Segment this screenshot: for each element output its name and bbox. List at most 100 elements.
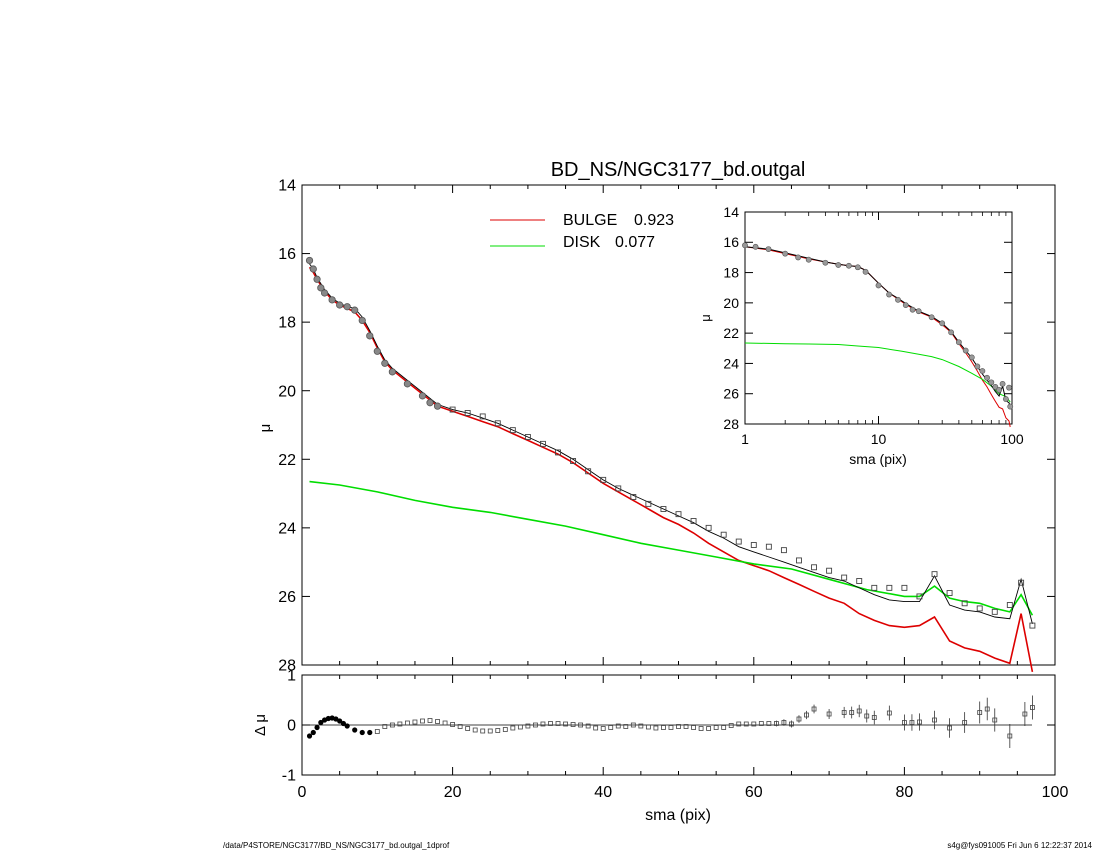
residual-point (600, 726, 606, 731)
main-data-point (388, 368, 396, 376)
inset-y-tick-label: 16 (723, 234, 739, 250)
main-data-point (720, 531, 727, 538)
residual-x-tick-label: 80 (896, 784, 914, 801)
inset-y-label: μ (698, 314, 713, 322)
main-data-point (991, 608, 998, 615)
main-data-point (780, 547, 787, 554)
inset-x-tick-label: 100 (1000, 431, 1024, 447)
residual-point (608, 725, 614, 730)
main-y-tick-label: 28 (278, 658, 296, 675)
main-data-point (675, 511, 682, 518)
main-data-point (305, 256, 314, 265)
residual-point (450, 722, 456, 727)
residual-points (306, 695, 1035, 748)
main-data-point (464, 410, 471, 416)
inset-data-point (955, 339, 962, 346)
inset-data-point (835, 262, 842, 268)
residual-point (540, 721, 546, 727)
inset-data-point (902, 302, 909, 309)
main-data-point (494, 420, 501, 427)
residual-point (310, 729, 316, 736)
residual-point (909, 720, 915, 725)
residual-point (743, 721, 749, 727)
residual-point (457, 724, 463, 729)
residual-point (630, 722, 636, 728)
residual-point (706, 726, 712, 731)
main-data-point (1018, 579, 1025, 586)
residual-point (585, 723, 591, 729)
residual-point (593, 725, 599, 731)
residual-point (645, 724, 651, 730)
residual-point (721, 725, 727, 730)
residual-panel: -101 0 20 40 60 80 100 Δ μ sma (pix) (252, 668, 1068, 824)
residual-point (683, 724, 689, 729)
residual-x-tick-label: 20 (444, 784, 462, 801)
residual-point (1030, 705, 1035, 710)
residual-x-tick-label: 60 (745, 784, 763, 801)
residual-point (359, 729, 365, 736)
residual-point (382, 724, 388, 729)
residual-point (314, 724, 320, 731)
inset-data-point (875, 282, 882, 289)
residual-point (849, 710, 855, 715)
legend-bulge-label: BULGE (563, 212, 617, 229)
main-data-point (600, 476, 607, 483)
residual-point (495, 728, 501, 733)
residual-point (465, 726, 471, 731)
inset-data-point (979, 368, 986, 374)
residual-point (435, 719, 440, 724)
inset-data-point (999, 380, 1006, 387)
main-data-point (765, 543, 772, 550)
main-data-point (886, 584, 893, 591)
inset-data-point (845, 262, 852, 269)
inset-data-point (974, 363, 981, 370)
inset-data-point (742, 242, 748, 249)
inset-data-point (895, 296, 901, 303)
legend-bulge-value: 0.923 (634, 212, 674, 229)
residual-point (340, 720, 347, 727)
residual-point (306, 733, 313, 739)
main-data-point (509, 427, 516, 434)
main-data-point (645, 500, 652, 507)
main-data-point (735, 538, 742, 545)
residual-point (773, 721, 779, 726)
residual-point (864, 713, 870, 719)
inset-y-tick-label: 26 (723, 386, 739, 402)
main-y-tick-label: 24 (278, 520, 296, 537)
main-data-point (841, 574, 848, 581)
residual-point (736, 721, 742, 727)
residual-point (472, 727, 478, 733)
residual-point (886, 710, 892, 716)
residual-x-tick-label: 0 (298, 784, 307, 801)
residual-x-label: sma (pix) (645, 807, 711, 824)
residual-point (563, 721, 568, 727)
residual-point (517, 724, 523, 730)
residual-y-label: Δ μ (252, 714, 269, 736)
residual-y-tick-label: -1 (282, 768, 296, 785)
residual-point (902, 720, 907, 725)
main-title: BD_NS/NGC3177_bd.outgal (551, 159, 806, 181)
inset-data-point (782, 250, 789, 257)
main-data-point (961, 600, 968, 607)
main-data-point (555, 449, 561, 456)
residual-point (389, 722, 395, 728)
residual-x-ticks: 0 20 40 60 80 100 (298, 675, 1068, 801)
main-y-tick-label: 14 (278, 178, 296, 195)
residual-point (623, 724, 629, 729)
inset-data-point (1006, 384, 1012, 391)
main-y-tick-label: 20 (278, 383, 296, 400)
residual-point (533, 722, 538, 728)
main-data-point (856, 578, 863, 584)
main-data-point (1029, 622, 1036, 629)
inset-y-tick-label: 14 (723, 204, 739, 220)
residual-point (570, 722, 576, 727)
main-data-point (796, 557, 802, 564)
residual-point (691, 725, 696, 730)
inset-data-point (1007, 403, 1014, 410)
main-data-point (366, 332, 374, 340)
residual-point (638, 723, 644, 729)
main-data-point (750, 542, 757, 548)
inset-y-tick-label: 20 (723, 295, 739, 311)
inset-data-point (984, 374, 990, 381)
main-data-point (479, 413, 486, 420)
